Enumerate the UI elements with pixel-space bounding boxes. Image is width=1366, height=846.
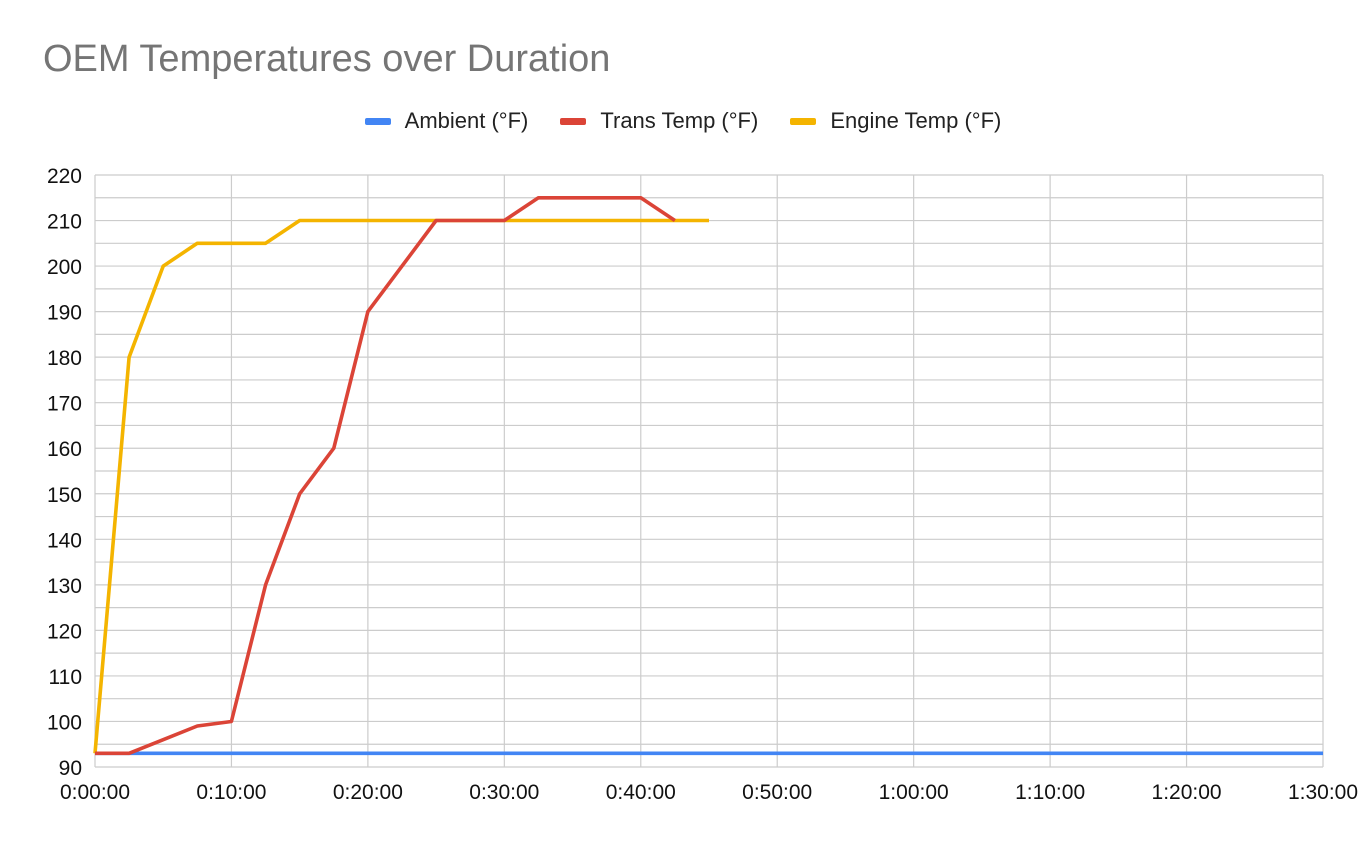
legend-item-trans-temp[interactable]: Trans Temp (°F) <box>560 108 758 134</box>
legend-swatch-ambient <box>364 117 391 125</box>
y-tick-label: 120 <box>47 620 82 643</box>
x-tick-label: 1:10:00 <box>1015 781 1085 804</box>
y-tick-label: 140 <box>47 529 82 552</box>
x-tick-label: 1:00:00 <box>879 781 949 804</box>
chart-title: OEM Temperatures over Duration <box>43 38 611 80</box>
x-tick-label: 1:20:00 <box>1152 781 1222 804</box>
legend-swatch-engine-temp <box>790 117 817 125</box>
y-tick-label: 210 <box>47 211 82 234</box>
y-tick-label: 160 <box>47 438 82 461</box>
y-tick-label: 100 <box>47 711 82 734</box>
x-tick-label: 0:00:00 <box>60 781 130 804</box>
y-tick-label: 110 <box>49 666 82 689</box>
x-tick-label: 0:40:00 <box>606 781 676 804</box>
x-tick-label: 0:20:00 <box>333 781 403 804</box>
x-tick-label: 1:30:00 <box>1288 781 1358 804</box>
y-tick-label: 220 <box>47 165 82 188</box>
legend-item-ambient[interactable]: Ambient (°F) <box>364 108 529 134</box>
y-tick-label: 90 <box>59 757 82 780</box>
y-tick-label: 130 <box>47 575 82 598</box>
y-tick-label: 180 <box>47 347 82 370</box>
legend-label-ambient: Ambient (°F) <box>404 108 529 133</box>
x-tick-label: 0:30:00 <box>469 781 539 804</box>
legend-swatch-trans-temp <box>560 117 587 125</box>
y-tick-label: 150 <box>47 484 82 507</box>
legend-item-engine-temp[interactable]: Engine Temp (°F) <box>790 108 1001 134</box>
series-line-trans-temp-f <box>95 196 676 756</box>
chart-legend: Ambient (°F) Trans Temp (°F) Engine Temp… <box>0 108 1366 134</box>
y-tick-label: 200 <box>47 256 82 279</box>
legend-label-engine-temp: Engine Temp (°F) <box>830 108 1002 133</box>
y-tick-label: 190 <box>47 302 82 325</box>
x-tick-label: 0:10:00 <box>196 781 266 804</box>
series-line-engine-temp-f <box>93 218 709 754</box>
legend-label-trans-temp: Trans Temp (°F) <box>600 108 759 133</box>
x-tick-label: 0:50:00 <box>742 781 812 804</box>
y-tick-label: 170 <box>47 393 82 416</box>
